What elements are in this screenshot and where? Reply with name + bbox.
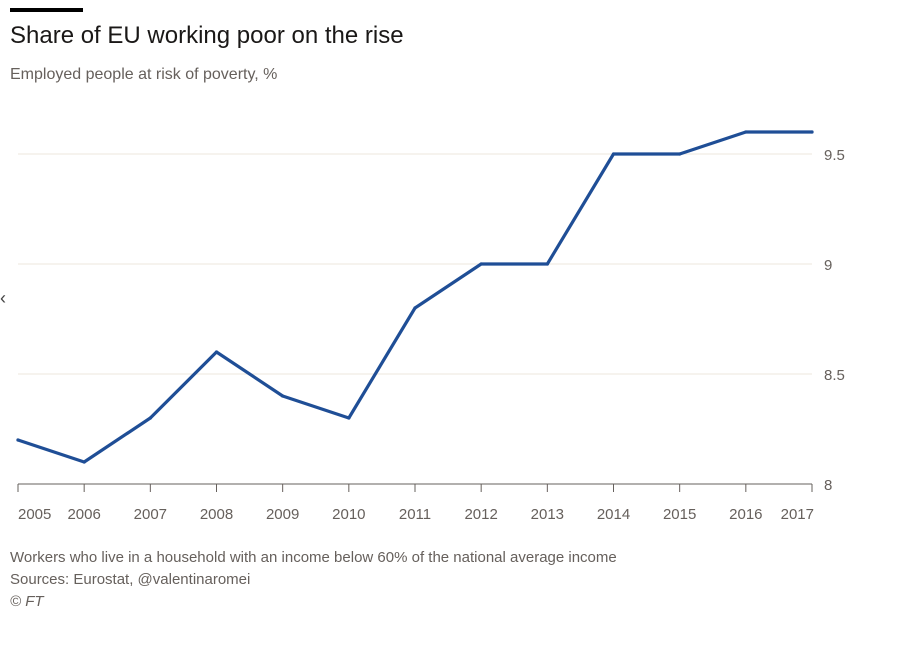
data-point	[678, 152, 682, 156]
series-line	[16, 130, 814, 464]
x-tick-label: 2007	[134, 506, 167, 523]
y-tick-label: 8.5	[824, 367, 845, 384]
data-point	[611, 152, 616, 156]
data-point	[148, 416, 152, 420]
y-axis-labels: 8 8.5 9 9.5	[824, 147, 845, 494]
x-tick-label: 2008	[200, 506, 233, 523]
y-tick-label: 9.5	[824, 147, 845, 164]
data-point	[810, 130, 814, 134]
chart-title: Share of EU working poor on the rise	[10, 22, 404, 49]
x-tick-label: 2005	[18, 506, 51, 523]
series-layer	[16, 130, 814, 464]
x-axis-labels: 2005 2006 2007 2008 2009 2010 2011 2012 2013 2014…	[18, 506, 814, 523]
x-tick-label: 2012	[464, 506, 497, 523]
x-tick-label: 2017	[781, 506, 814, 523]
x-tick-label: 2009	[266, 506, 299, 523]
data-point	[82, 460, 86, 464]
header-rule	[10, 8, 83, 12]
data-point	[413, 306, 417, 310]
data-point	[479, 262, 483, 266]
x-tick-label: 2011	[399, 506, 431, 523]
chart-note: Workers who live in a household with an …	[10, 549, 617, 566]
chart-source: Sources: Eurostat, @valentinaromei	[10, 571, 251, 588]
y-tick-label: 8	[824, 477, 832, 494]
data-point	[16, 438, 20, 442]
x-axis	[17, 483, 813, 492]
gridlines	[18, 153, 812, 375]
line-chart: 8 8.5 9 9.5 2005 2006 2007 2008 2009 2010 2011 201…	[16, 130, 845, 523]
data-point	[744, 130, 748, 134]
data-point	[214, 350, 219, 354]
x-tick-label: 2013	[531, 506, 564, 523]
data-point	[281, 394, 285, 398]
chart-copyright: © FT	[10, 593, 44, 610]
x-tick-label: 2010	[332, 506, 365, 523]
x-tick-label: 2014	[597, 506, 630, 523]
chart-subtitle: Employed people at risk of poverty, %	[10, 66, 278, 83]
scroll-handle-icon: ‹	[0, 288, 6, 308]
data-point	[545, 262, 549, 266]
x-tick-label: 2006	[67, 506, 100, 523]
x-tick-label: 2016	[729, 506, 762, 523]
data-point	[347, 416, 351, 420]
x-tick-label: 2015	[663, 506, 696, 523]
y-tick-label: 9	[824, 257, 832, 274]
